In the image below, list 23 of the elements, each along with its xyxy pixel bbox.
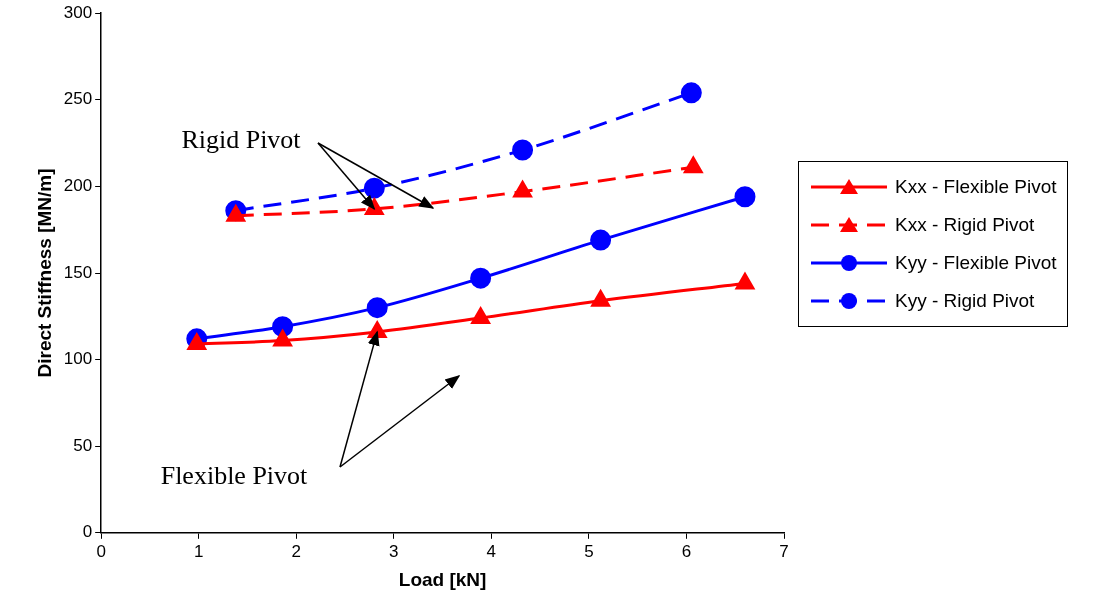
y-tick-label: 150 xyxy=(63,262,93,282)
x-tick-label: 2 xyxy=(291,541,301,561)
legend-label: Kyy - Flexible Pivot xyxy=(895,252,1057,274)
y-tick-label: 300 xyxy=(63,2,93,22)
x-tick-label: 0 xyxy=(96,541,106,561)
y-tick-label: 100 xyxy=(63,349,93,369)
y-tick-label: 200 xyxy=(63,176,93,196)
legend-label: Kxx - Flexible Pivot xyxy=(895,176,1057,198)
annotation: Flexible Pivot xyxy=(160,461,308,491)
y-tick-label: 50 xyxy=(73,435,93,455)
legend-label: Kxx - Rigid Pivot xyxy=(895,214,1035,236)
x-tick-label: 5 xyxy=(584,541,594,561)
x-tick-label: 3 xyxy=(389,541,399,561)
x-tick-label: 4 xyxy=(486,541,497,561)
x-tick-label: 1 xyxy=(193,541,204,561)
legend-label: Kyy - Rigid Pivot xyxy=(895,290,1035,312)
x-tick-label: 7 xyxy=(779,541,789,561)
x-axis-title: Load [kN] xyxy=(398,568,487,590)
y-tick-label: 0 xyxy=(82,522,93,542)
y-tick-label: 250 xyxy=(63,89,93,109)
annotation: Rigid Pivot xyxy=(181,125,301,155)
x-tick-label: 6 xyxy=(681,541,692,561)
y-axis-title: Direct Stiffness [MN/m] xyxy=(33,168,55,378)
